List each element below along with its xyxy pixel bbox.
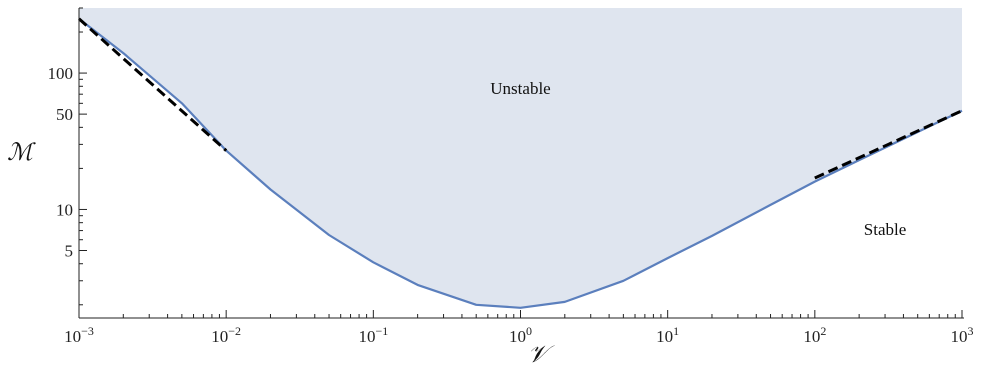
x-axis-title: 𝒱 [528,340,556,368]
unstable-region-fill [79,8,962,308]
x-tick-label: 10−3 [64,324,94,346]
unstable-region-label: Unstable [490,79,550,98]
stable-region-label: Stable [864,220,907,239]
y-axis-title: ℳ [7,138,36,166]
y-tick-label: 50 [56,105,73,124]
x-tick-label: 10−2 [211,324,241,346]
y-axis-ticks: 5 10 50 100 [48,7,87,306]
x-tick-label: 101 [656,324,679,346]
x-tick-label: 103 [951,324,974,346]
x-tick-label: 10−1 [358,324,388,346]
asymptote-low-dashed-line [77,17,228,152]
y-tick-label: 100 [48,64,74,83]
series-layer [77,17,963,309]
x-tick-label: 100 [509,324,532,346]
y-tick-label: 10 [56,200,73,219]
x-axis-ticks: 10−3 10−2 10−1 100 101 102 103 [64,310,974,346]
asymptote-high-dashed-line [814,109,963,180]
y-tick-label: 5 [65,242,74,261]
x-tick-label: 102 [803,324,826,346]
